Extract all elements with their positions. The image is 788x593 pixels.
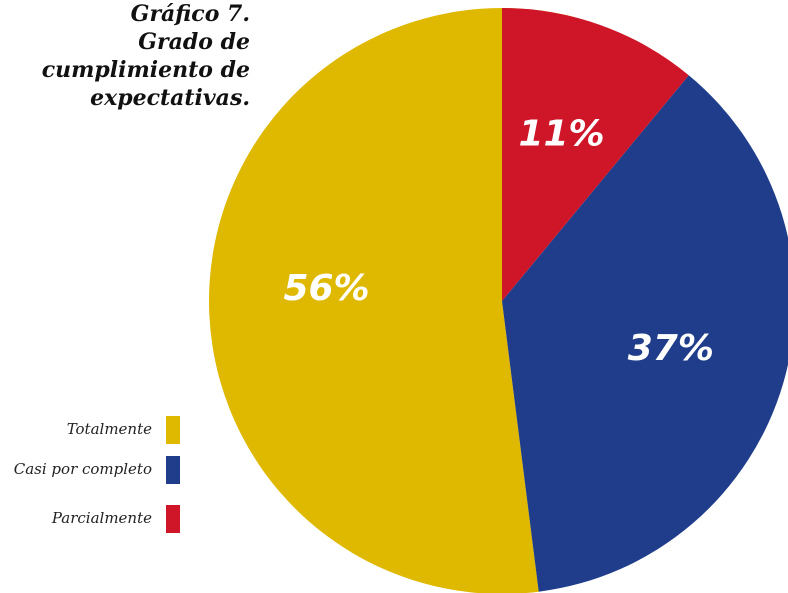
pie-slice	[502, 8, 689, 301]
chart-subtitle: Grado de cumplimiento de expectativas.	[41, 29, 250, 111]
value-label: 37%	[628, 328, 714, 369]
legend-label: Casi por completo	[14, 460, 152, 478]
legend-label: Totalmente	[67, 420, 152, 438]
value-label: 56%	[283, 268, 369, 309]
legend-swatch	[166, 505, 180, 533]
pie-slice	[502, 75, 788, 592]
legend-swatch	[166, 416, 180, 444]
chart-title: Gráfico 7.	[130, 1, 250, 27]
titles: Gráfico 7. Grado de cumplimiento de expe…	[0, 0, 250, 112]
value-label: 11%	[518, 114, 604, 155]
legend-swatch	[166, 456, 180, 484]
pie-slice	[209, 8, 575, 593]
legend-label: Parcialmente	[51, 509, 152, 527]
